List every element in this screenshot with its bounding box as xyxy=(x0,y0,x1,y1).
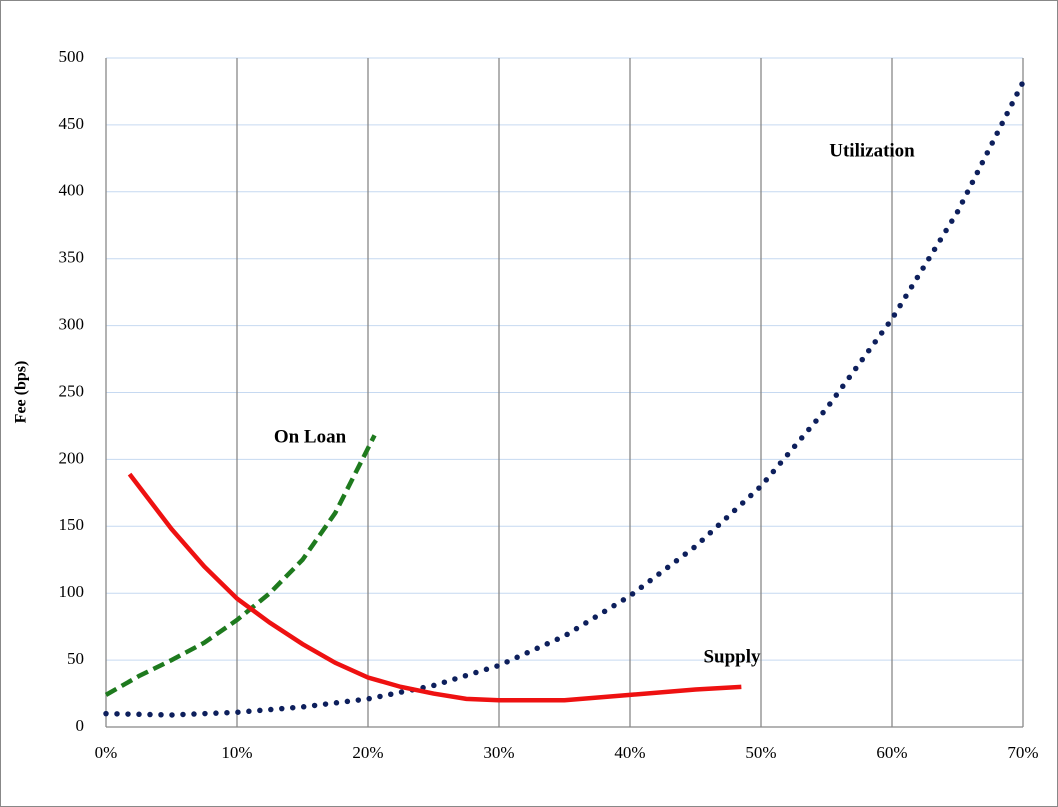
x-tick-label: 70% xyxy=(1007,743,1038,762)
series-line xyxy=(104,434,377,697)
y-tick-label: 400 xyxy=(59,181,85,200)
y-tick-label: 200 xyxy=(59,448,85,467)
y-tick-label: 350 xyxy=(59,248,85,267)
y-tick-label: 250 xyxy=(59,381,85,400)
y-tick-label: 50 xyxy=(67,649,84,668)
x-tick-label: 40% xyxy=(614,743,645,762)
y-tick-label: 0 xyxy=(76,716,85,735)
y-tick-label: 450 xyxy=(59,114,85,133)
y-axis-title: Fee (bps) xyxy=(13,361,30,424)
y-tick-label: 500 xyxy=(59,47,85,66)
x-tick-label: 60% xyxy=(876,743,907,762)
series-label: On Loan xyxy=(274,426,347,447)
y-tick-label: 150 xyxy=(59,515,85,534)
x-tick-label: 20% xyxy=(352,743,383,762)
y-tick-label: 100 xyxy=(59,582,85,601)
x-tick-label: 30% xyxy=(483,743,514,762)
x-tick-label: 10% xyxy=(221,743,252,762)
series-label: Supply xyxy=(703,646,761,667)
series-line xyxy=(103,79,1026,718)
x-tick-label: 0% xyxy=(95,743,118,762)
y-tick-label: 300 xyxy=(59,315,85,334)
series-line xyxy=(127,472,742,703)
series-label: Utilization xyxy=(829,140,915,161)
x-tick-label: 50% xyxy=(745,743,776,762)
